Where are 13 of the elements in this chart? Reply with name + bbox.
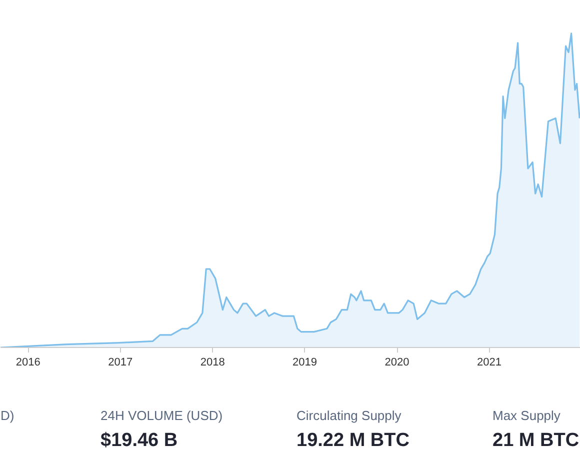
text: 19.22 M BTC [296,430,410,451]
x-tick-label: 2017 [108,356,133,368]
x-tick-label: 2020 [384,356,410,368]
text: 21 M BTC [492,430,580,451]
x-tick-label: 2021 [476,356,502,368]
text: Max Supply [492,408,561,423]
text: $19.46 B [100,430,178,451]
text: Circulating Supply [296,408,402,423]
x-tick-label: 2016 [16,356,40,368]
text: D) [0,408,14,423]
x-tick-label: 2018 [200,356,225,368]
text: 24H VOLUME (USD) [100,408,223,423]
x-tick-label: 2019 [292,356,318,368]
